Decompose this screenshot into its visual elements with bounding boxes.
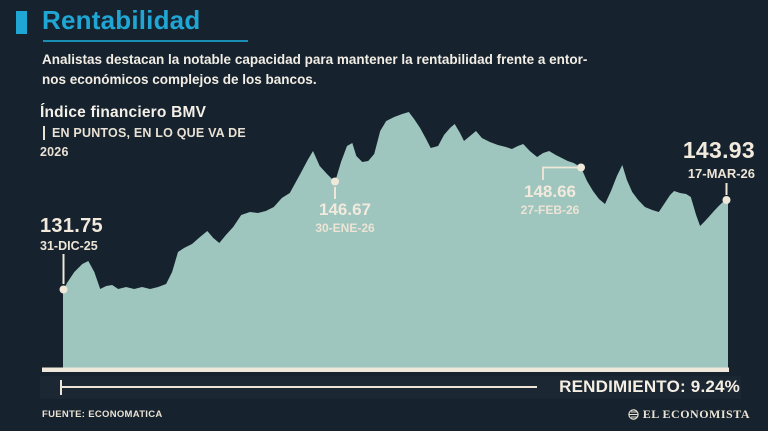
callout-date: 17-MAR-26	[687, 166, 755, 181]
pin-27-feb	[542, 166, 577, 180]
chart-subtitle-year: 2026	[40, 145, 69, 159]
dot-17-mar	[722, 196, 731, 204]
callout-value: 143.93	[682, 137, 755, 163]
publisher-brand-text: EL ECONOMISTA	[642, 407, 750, 421]
callout-date: 27-FEB-26	[520, 203, 580, 217]
chart-baseline	[42, 367, 729, 372]
chart-subtitle-text: EN PUNTOS, EN LO QUE VA DE	[52, 126, 246, 140]
callout-date: 31-DIC-25	[40, 239, 98, 253]
lede-line-1: Analistas destacan la notable capacidad …	[42, 52, 588, 67]
title-underline	[43, 40, 248, 42]
lede-line-2: nos económicos complejos de los bancos.	[42, 72, 317, 87]
source-credit: FUENTE: ECONOMATICA	[42, 409, 163, 420]
chart-subtitle: EN PUNTOS, EN LO QUE VA DE	[43, 126, 246, 140]
callout-value: 146.67	[319, 200, 371, 219]
subtitle-bar-icon	[43, 126, 45, 140]
callout-31-dic: 131.75 31-DIC-25	[40, 216, 103, 253]
callout-27-feb: 148.66 27-FEB-26	[502, 183, 598, 216]
lede-paragraph: Analistas destacan la notable capacidad …	[42, 50, 692, 90]
callout-value: 131.75	[40, 215, 103, 237]
dot-30-ene	[331, 177, 339, 186]
chart-title: Índice financiero BMV	[40, 104, 207, 121]
callout-markers	[59, 163, 731, 294]
dot-31-dic	[59, 285, 68, 294]
callout-value: 148.66	[524, 182, 576, 201]
dot-27-feb	[577, 163, 585, 172]
publisher-brand: EL ECONOMISTA	[627, 407, 750, 422]
title-accent-square	[16, 11, 27, 34]
callout-17-mar: 143.93 17-MAR-26	[640, 137, 755, 181]
el-economista-logo-icon	[627, 409, 639, 420]
page-title: Rentabilidad	[42, 5, 201, 35]
performance-label: RENDIMIENTO: 9.24%	[559, 377, 740, 396]
index-area-series	[63, 112, 728, 368]
callout-date: 30-ENE-26	[315, 221, 375, 235]
callout-30-ene: 146.67 30-ENE-26	[297, 201, 393, 234]
ruler-line	[60, 386, 537, 388]
